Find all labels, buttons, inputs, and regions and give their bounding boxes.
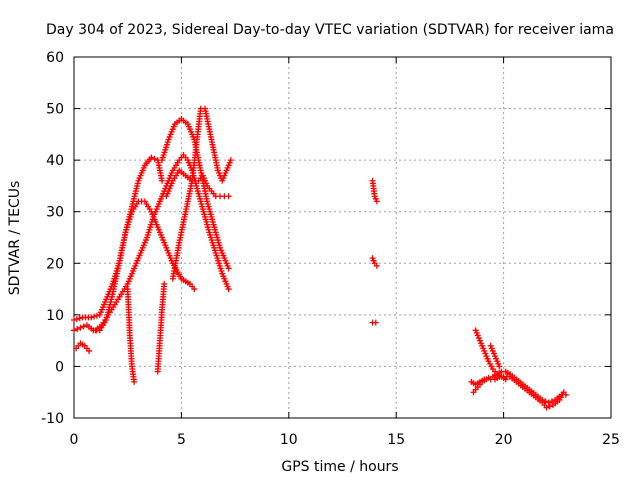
data-point bbox=[542, 398, 549, 405]
x-tick-labels: 0 5 10 15 20 25 bbox=[70, 432, 620, 448]
data-point bbox=[502, 376, 509, 383]
x-tick-label: 5 bbox=[177, 432, 186, 448]
series-arc-o bbox=[472, 327, 509, 383]
data-point bbox=[191, 286, 198, 293]
y-tick-label: 30 bbox=[46, 205, 64, 221]
data-point bbox=[373, 198, 380, 205]
data-point bbox=[225, 265, 232, 272]
y-tick-labels: -10 0 10 20 30 40 50 60 bbox=[41, 50, 64, 427]
data-point bbox=[546, 403, 553, 410]
data-point bbox=[88, 314, 95, 321]
y-tick-label: 10 bbox=[46, 308, 64, 324]
y-tick-label: -10 bbox=[41, 411, 64, 427]
x-tick-label: 25 bbox=[602, 432, 620, 448]
data-point bbox=[77, 324, 84, 331]
data-point bbox=[159, 177, 166, 184]
data-point bbox=[91, 313, 98, 320]
data-point bbox=[560, 389, 567, 396]
data-point bbox=[71, 317, 77, 324]
series-arc-l bbox=[369, 319, 379, 326]
data-marks bbox=[71, 105, 569, 411]
data-point bbox=[161, 280, 168, 287]
x-axis-label: GPS time / hours bbox=[281, 459, 398, 475]
y-tick-label: 20 bbox=[46, 256, 64, 272]
data-point bbox=[548, 398, 555, 405]
grid bbox=[74, 57, 611, 418]
y-tick-label: 60 bbox=[46, 50, 64, 66]
y-tick-label: 50 bbox=[46, 102, 64, 118]
data-point bbox=[71, 327, 77, 334]
y-tick-label: 40 bbox=[46, 153, 64, 169]
data-point bbox=[372, 319, 379, 326]
x-tick-label: 0 bbox=[70, 432, 79, 448]
series-arc-g bbox=[169, 105, 234, 282]
y-tick-label: 0 bbox=[55, 359, 64, 375]
series-arc-c bbox=[73, 340, 93, 354]
series-arc-d bbox=[92, 151, 232, 334]
data-point bbox=[86, 347, 93, 354]
data-point bbox=[131, 378, 138, 385]
data-point bbox=[227, 157, 234, 164]
plot-frame bbox=[73, 56, 612, 419]
data-point bbox=[76, 315, 83, 322]
series-arc-p bbox=[487, 342, 503, 370]
series-arc-m bbox=[468, 368, 569, 406]
data-point bbox=[545, 399, 552, 406]
x-tick-label: 10 bbox=[280, 432, 298, 448]
x-tick-label: 20 bbox=[495, 432, 513, 448]
data-point bbox=[225, 286, 232, 293]
x-tick-label: 15 bbox=[387, 432, 405, 448]
data-point bbox=[225, 193, 232, 200]
data-point bbox=[74, 326, 81, 333]
series-arc-j bbox=[369, 177, 380, 205]
series-arc-i bbox=[154, 280, 168, 375]
data-point bbox=[373, 262, 380, 269]
chart-title: Day 304 of 2023, Sidereal Day-to-day VTE… bbox=[46, 22, 614, 38]
data-point bbox=[543, 404, 550, 411]
series-arc-h bbox=[124, 286, 138, 385]
y-axis-label: SDTVAR / TECUs bbox=[7, 181, 23, 296]
data-point bbox=[151, 155, 158, 162]
data-point bbox=[73, 316, 80, 323]
data-point bbox=[93, 312, 100, 319]
data-point bbox=[496, 363, 503, 370]
data-point bbox=[80, 323, 87, 330]
data-point bbox=[148, 154, 155, 161]
series-arc-k bbox=[369, 255, 380, 269]
series-arc-b bbox=[71, 154, 166, 324]
axis-ticks bbox=[73, 56, 612, 419]
